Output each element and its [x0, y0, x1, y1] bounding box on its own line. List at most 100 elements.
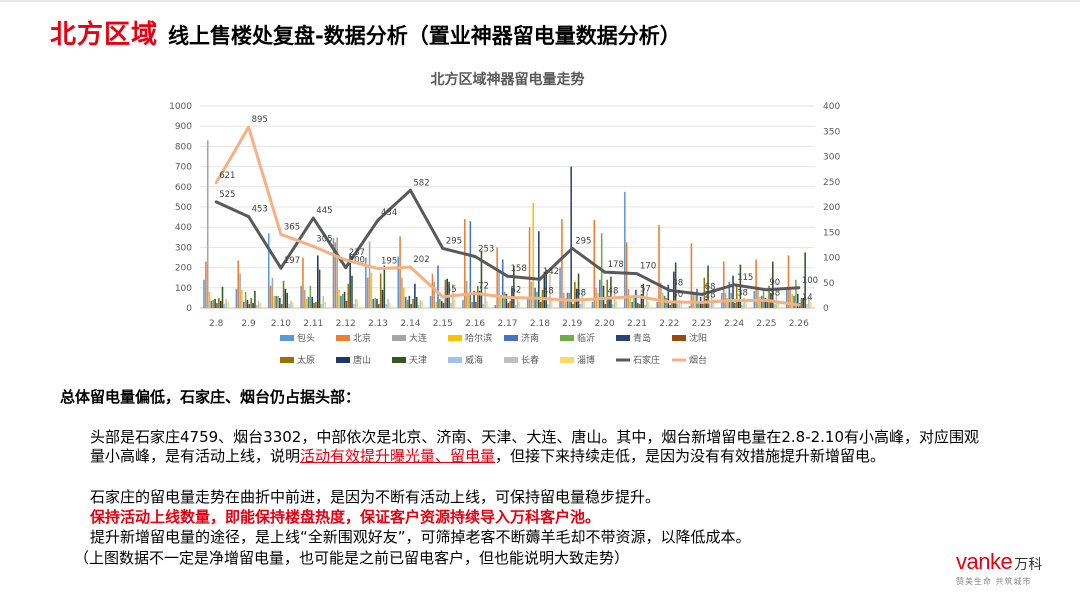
bar-济南: [372, 298, 375, 308]
bar-长春: [646, 291, 648, 308]
data-label-石家庄: 90: [769, 278, 780, 288]
bar-临沂: [277, 295, 279, 308]
legend-label-长春: 长春: [521, 354, 539, 366]
bar-沈阳: [280, 303, 283, 308]
bar-威海: [450, 302, 452, 308]
bar-大连: [433, 281, 436, 308]
bar-大连: [692, 291, 695, 308]
bar-青岛: [279, 297, 281, 308]
bar-哈尔滨: [629, 296, 632, 308]
data-label-石家庄: 295: [575, 236, 591, 246]
bar-包头: [526, 296, 529, 308]
data-label-烟台: 52: [511, 285, 522, 295]
bar-北京: [625, 242, 628, 308]
point-石家庄: [506, 274, 509, 278]
bar-长春: [290, 300, 292, 308]
data-label-烟台: 895: [252, 115, 268, 125]
bar-长春: [516, 297, 519, 308]
x-tick-label: 2.12: [336, 319, 356, 329]
legend-label-济南: 济南: [521, 332, 539, 344]
y-right-tick-label: 0: [823, 304, 829, 314]
bar-淄博: [259, 302, 262, 308]
bar-太原: [574, 281, 576, 308]
data-label-石家庄: 142: [543, 267, 559, 277]
point-烟台: [247, 125, 251, 129]
bar-淄博: [745, 299, 747, 308]
y-left-tick-label: 100: [175, 284, 192, 294]
data-label-石家庄: 582: [413, 178, 429, 188]
y-left-tick-label: 0: [186, 304, 192, 314]
bar-临沂: [471, 301, 473, 308]
bar-包头: [624, 191, 626, 308]
bar-哈尔滨: [467, 293, 470, 308]
legend-swatch-唐山: [336, 357, 350, 363]
bar-太原: [347, 283, 350, 308]
bar-北京: [722, 261, 725, 308]
x-tick-label: 2.8: [209, 319, 224, 329]
bar-大连: [239, 273, 241, 308]
data-label-石家庄: 525: [219, 190, 235, 200]
bar-沈阳: [507, 302, 510, 308]
bar-北京: [787, 255, 790, 308]
data-label-烟台: 237: [349, 248, 365, 258]
bar-哈尔滨: [759, 296, 761, 308]
bar-哈尔滨: [403, 287, 405, 308]
bar-沈阳: [248, 303, 251, 308]
bar-包头: [494, 304, 497, 308]
x-tick-label: 2.18: [530, 319, 550, 329]
vanke-logo: vanke 万科 赞美生命 共筑城市: [956, 549, 1066, 589]
bar-哈尔滨: [241, 289, 243, 308]
bar-哈尔滨: [370, 272, 373, 308]
x-tick-label: 2.17: [497, 319, 517, 329]
y-right-tick-label: 350: [823, 127, 840, 137]
bar-太原: [218, 297, 220, 308]
bar-青岛: [667, 284, 670, 308]
legend-swatch-大连: [392, 335, 406, 341]
bar-哈尔滨: [597, 292, 599, 308]
point-烟台: [376, 267, 380, 271]
bar-临沂: [503, 291, 506, 308]
point-烟台: [732, 298, 736, 302]
bar-大连: [368, 241, 371, 308]
bar-包头: [688, 305, 691, 308]
bar-大连: [757, 286, 759, 308]
bar-包头: [267, 233, 270, 308]
legend-label-唐山: 唐山: [353, 354, 371, 366]
bar-太原: [412, 298, 414, 308]
bar-天津: [221, 286, 224, 308]
point-烟台: [603, 296, 607, 300]
x-tick-label: 2.10: [271, 319, 291, 329]
data-label-石家庄: 434: [381, 208, 397, 218]
bar-天津: [254, 290, 256, 308]
y-right-tick-label: 50: [823, 279, 835, 289]
bar-包头: [235, 288, 238, 308]
bar-天津: [480, 251, 483, 308]
bar-天津: [545, 269, 547, 308]
y-right-tick-label: 200: [823, 203, 840, 213]
bar-沈阳: [410, 303, 412, 308]
point-烟台: [311, 244, 315, 248]
bar-唐山: [252, 302, 254, 308]
bar-唐山: [575, 288, 578, 308]
data-label-烟台: 48: [608, 286, 619, 296]
data-label-烟台: 365: [284, 222, 300, 232]
bar-临沂: [665, 297, 668, 308]
point-石家庄: [635, 272, 639, 276]
bar-威海: [773, 303, 776, 308]
bar-太原: [671, 301, 673, 308]
bar-天津: [610, 276, 612, 308]
bar-淄博: [292, 301, 294, 308]
bar-包头: [591, 301, 594, 308]
bar-长春: [354, 298, 357, 308]
bar-唐山: [219, 300, 222, 308]
legend-swatch-临沂: [560, 335, 574, 341]
bar-威海: [223, 303, 226, 308]
point-石家庄: [214, 200, 218, 204]
bar-包头: [300, 285, 302, 308]
bar-包头: [332, 238, 335, 308]
legend-label-石家庄: 石家庄: [633, 354, 660, 366]
bar-沈阳: [572, 303, 574, 308]
legend-label-哈尔滨: 哈尔滨: [465, 332, 492, 344]
bar-大连: [206, 140, 209, 308]
bar-威海: [709, 303, 711, 308]
